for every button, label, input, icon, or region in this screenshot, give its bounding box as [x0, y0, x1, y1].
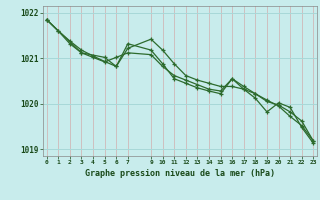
X-axis label: Graphe pression niveau de la mer (hPa): Graphe pression niveau de la mer (hPa) [85, 169, 275, 178]
